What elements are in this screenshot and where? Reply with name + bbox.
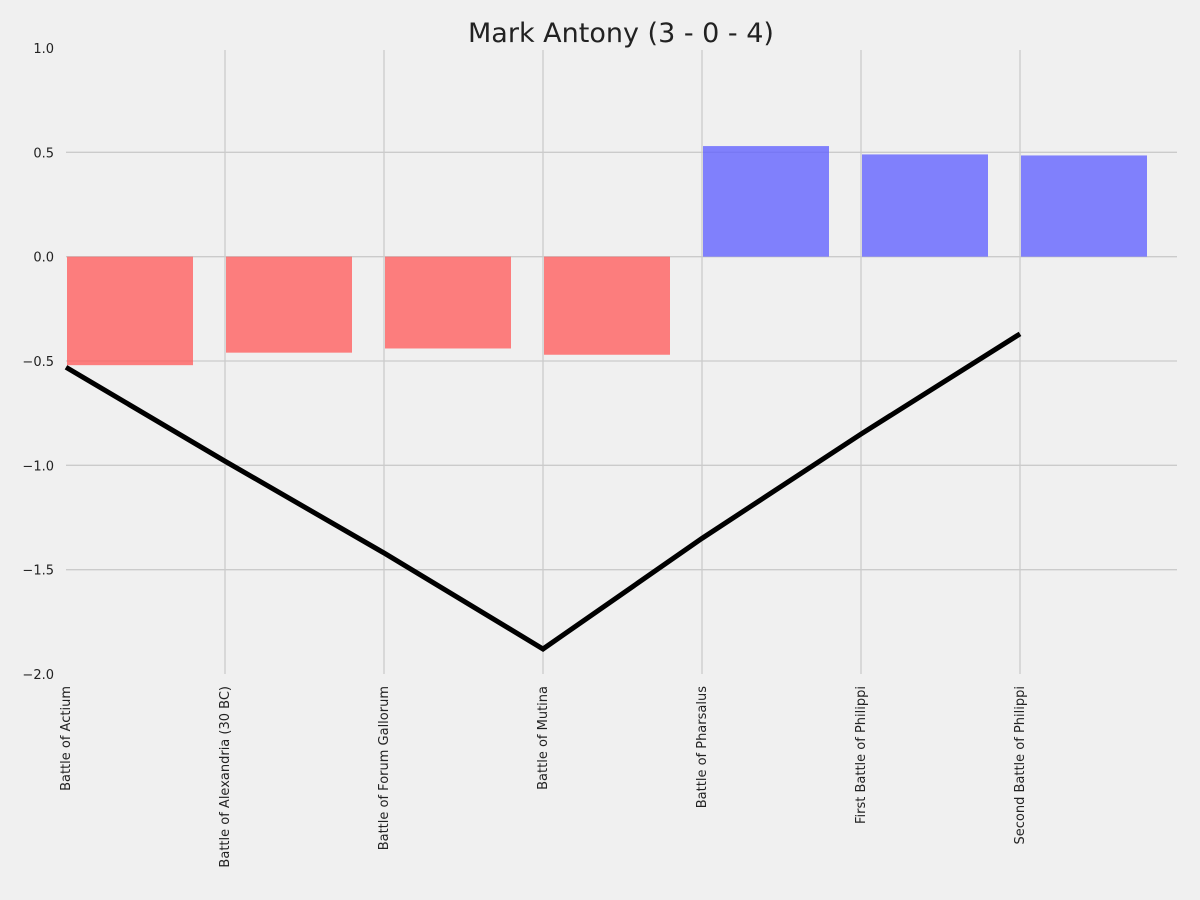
bar — [226, 256, 352, 353]
y-tick-label: 0.5 — [33, 146, 54, 161]
y-tick-label: −2.0 — [22, 668, 54, 683]
x-tick-label: Battle of Forum Gallorum — [377, 686, 392, 850]
bar — [67, 256, 193, 366]
line-layer — [64, 331, 1022, 652]
y-tick-label: 0.0 — [33, 251, 54, 266]
bar — [544, 256, 670, 355]
y-tick-label: 1.0 — [33, 42, 54, 57]
x-tick-label: Battle of Actium — [59, 686, 74, 791]
chart-title: Mark Antony (3 - 0 - 4) — [468, 18, 774, 49]
y-tick-label: −1.5 — [22, 564, 54, 579]
bar — [862, 154, 988, 257]
bar-layer — [67, 146, 1147, 366]
x-tick-labels: Battle of Actium Battle of Alexandria (30… — [59, 686, 1028, 868]
y-tick-label: −1.0 — [22, 459, 54, 474]
y-tick-label: −0.5 — [22, 355, 54, 370]
bar — [1021, 155, 1147, 257]
cumulative-line — [64, 331, 1022, 652]
x-tick-label: Battle of Mutina — [536, 686, 551, 790]
x-tick-label: Battle of Pharsalus — [695, 686, 710, 808]
grid-layer — [66, 50, 1177, 674]
x-tick-label: Battle of Alexandria (30 BC) — [218, 686, 233, 868]
bar — [703, 146, 829, 257]
bar — [385, 256, 511, 349]
y-tick-labels: 1.0 0.5 0.0 −0.5 −1.0 −1.5 −2.0 — [22, 42, 54, 683]
x-tick-label: Second Battle of Philippi — [1013, 686, 1028, 845]
x-tick-label: First Battle of Philippi — [854, 686, 869, 824]
